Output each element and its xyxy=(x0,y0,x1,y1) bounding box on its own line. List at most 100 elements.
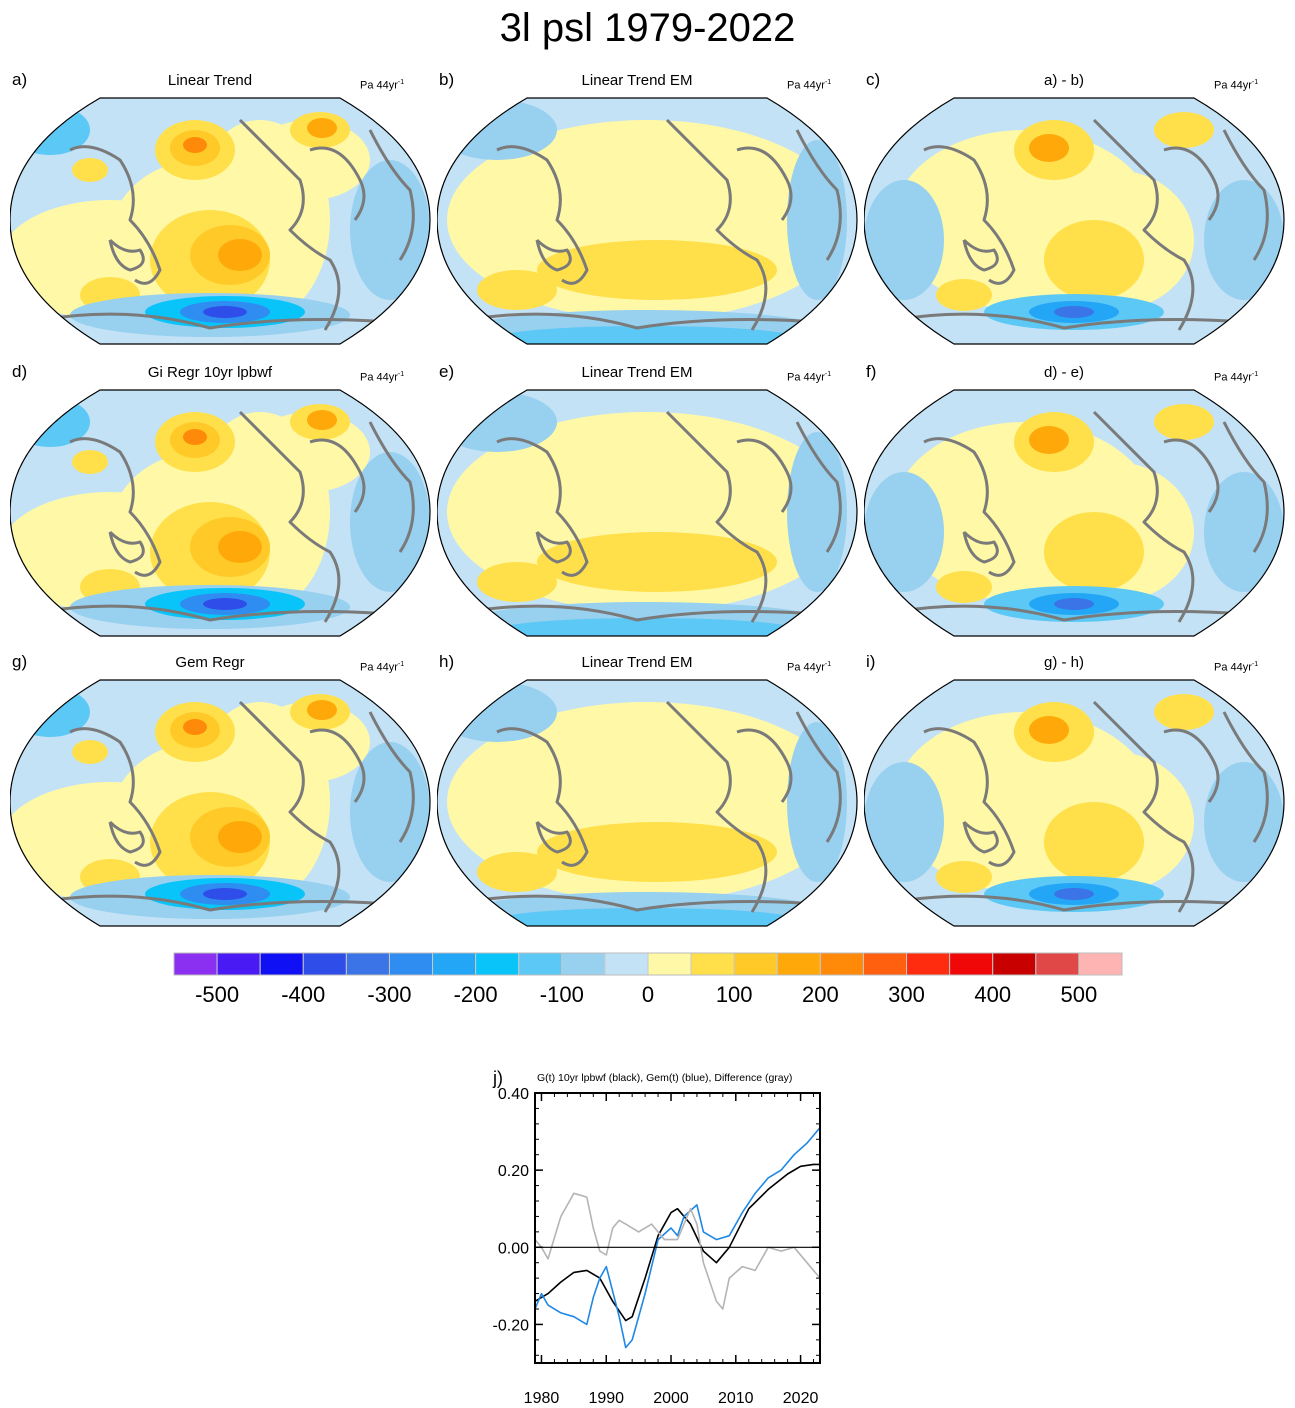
field-contour xyxy=(307,118,337,138)
chart-panel-label: j) xyxy=(492,1068,503,1088)
robinson-map xyxy=(864,389,1285,637)
coastline xyxy=(1222,129,1269,261)
colorbar-swatch xyxy=(475,952,520,976)
field-contour xyxy=(203,306,247,318)
colorbar-frame xyxy=(173,952,1123,976)
field-contour xyxy=(437,392,557,452)
robinson-map xyxy=(437,679,858,927)
colorbar-swatch xyxy=(388,952,434,976)
colorbar-tick-label: 200 xyxy=(802,982,839,1007)
coastline xyxy=(238,410,341,623)
colorbar-swatch xyxy=(862,952,908,976)
robinson-map xyxy=(437,97,858,345)
field-contour xyxy=(537,822,777,882)
panel-units: Pa 44yr-1 xyxy=(1214,371,1258,384)
colorbar-swatch xyxy=(690,952,735,976)
y-tick-label: 0.20 xyxy=(498,1163,529,1180)
units-text: Pa 44yr xyxy=(787,661,825,674)
units-exponent: -1 xyxy=(397,371,405,378)
series-line-1 xyxy=(534,1127,821,1349)
colorbar-swatch xyxy=(216,952,261,976)
field-contour xyxy=(864,762,944,882)
coastline xyxy=(1092,700,1195,913)
coastline xyxy=(795,421,842,553)
colorbar-tick-label: 0 xyxy=(642,982,654,1007)
field-contour xyxy=(183,137,207,153)
panel-title: d) - e) xyxy=(1043,364,1084,381)
coastline xyxy=(736,146,793,221)
plot-frame xyxy=(534,1092,821,1364)
panel-letter: g) xyxy=(12,652,28,671)
x-tick-label: 1980 xyxy=(524,1390,560,1407)
colorbar-tick-label: 500 xyxy=(1061,982,1098,1007)
coastline xyxy=(466,312,818,330)
y-tick-label: -0.20 xyxy=(493,1317,530,1334)
field-contour xyxy=(1054,306,1094,318)
coastline xyxy=(496,145,589,285)
panel-letter: i) xyxy=(866,652,876,671)
timeseries-chart: j) G(t) 10yr lpbwf (black), Gem(t) (blue)… xyxy=(492,1068,821,1407)
field-contour xyxy=(203,598,247,610)
x-tick-label: 2000 xyxy=(653,1390,689,1407)
colorbar-swatch xyxy=(561,952,606,976)
robinson-map xyxy=(10,679,431,927)
colorbar-swatch xyxy=(259,952,304,976)
colorbar: -500 -400 -300 -200 -100 0 100 200 300 400 500 xyxy=(173,952,1123,1007)
series-line-2 xyxy=(534,1192,821,1310)
field-contour xyxy=(477,852,557,892)
field-contour xyxy=(477,562,557,602)
panel-units: Pa 44yr-1 xyxy=(360,371,404,384)
panel-letter: b) xyxy=(439,70,455,89)
coastline xyxy=(39,312,391,330)
map-border xyxy=(864,97,1285,345)
colorbar-tick-label: -100 xyxy=(540,982,584,1007)
robinson-map xyxy=(864,97,1285,345)
map-panel: b) Linear Trend EM Pa 44yr-1 xyxy=(427,70,858,360)
coastline xyxy=(496,437,589,577)
coastline xyxy=(368,129,415,261)
panel-units: Pa 44yr-1 xyxy=(1214,661,1258,674)
panel-units: Pa 44yr-1 xyxy=(787,371,831,384)
coastline xyxy=(795,711,842,843)
colorbar-tick-label: -400 xyxy=(281,982,325,1007)
coastline xyxy=(368,421,415,553)
colorbar-tick-label: -500 xyxy=(195,982,239,1007)
units-text: Pa 44yr xyxy=(787,371,825,384)
colorbar-swatch xyxy=(604,952,649,976)
map-border xyxy=(864,389,1285,637)
colorbar-tick-label: 400 xyxy=(974,982,1011,1007)
field-contour xyxy=(437,682,557,742)
coastline xyxy=(962,820,999,854)
colorbar-swatch xyxy=(906,952,951,976)
units-text: Pa 44yr xyxy=(787,79,825,92)
field-contour xyxy=(864,472,944,592)
field-contour xyxy=(203,888,247,900)
field-contour xyxy=(1154,112,1214,148)
units-text: Pa 44yr xyxy=(360,661,398,674)
y-tick-label: 0.40 xyxy=(498,1086,529,1103)
units-text: Pa 44yr xyxy=(360,79,398,92)
coastline xyxy=(69,145,162,285)
x-tick-label: 2020 xyxy=(783,1390,819,1407)
field-contour xyxy=(787,722,847,882)
field-contour xyxy=(437,100,557,160)
coastline xyxy=(665,410,768,623)
coastline xyxy=(238,118,341,331)
field-contour xyxy=(1154,694,1214,730)
coastline xyxy=(893,604,1245,622)
coastline xyxy=(1222,711,1269,843)
units-exponent: -1 xyxy=(1251,661,1259,668)
field-contour xyxy=(307,410,337,430)
colorbar-swatch xyxy=(518,952,563,976)
map-panel: c) a) - b) Pa 44yr-1 xyxy=(854,70,1285,360)
coastline xyxy=(665,700,768,913)
field-contour xyxy=(936,279,992,311)
field-contour xyxy=(787,140,847,300)
field-contour xyxy=(218,239,262,271)
panel-title: Linear Trend EM xyxy=(581,364,693,381)
field-contour xyxy=(72,158,108,182)
robinson-map xyxy=(10,389,431,637)
units-exponent: -1 xyxy=(824,79,832,86)
colorbar-swatch xyxy=(819,952,864,976)
field-contour xyxy=(1054,598,1094,610)
